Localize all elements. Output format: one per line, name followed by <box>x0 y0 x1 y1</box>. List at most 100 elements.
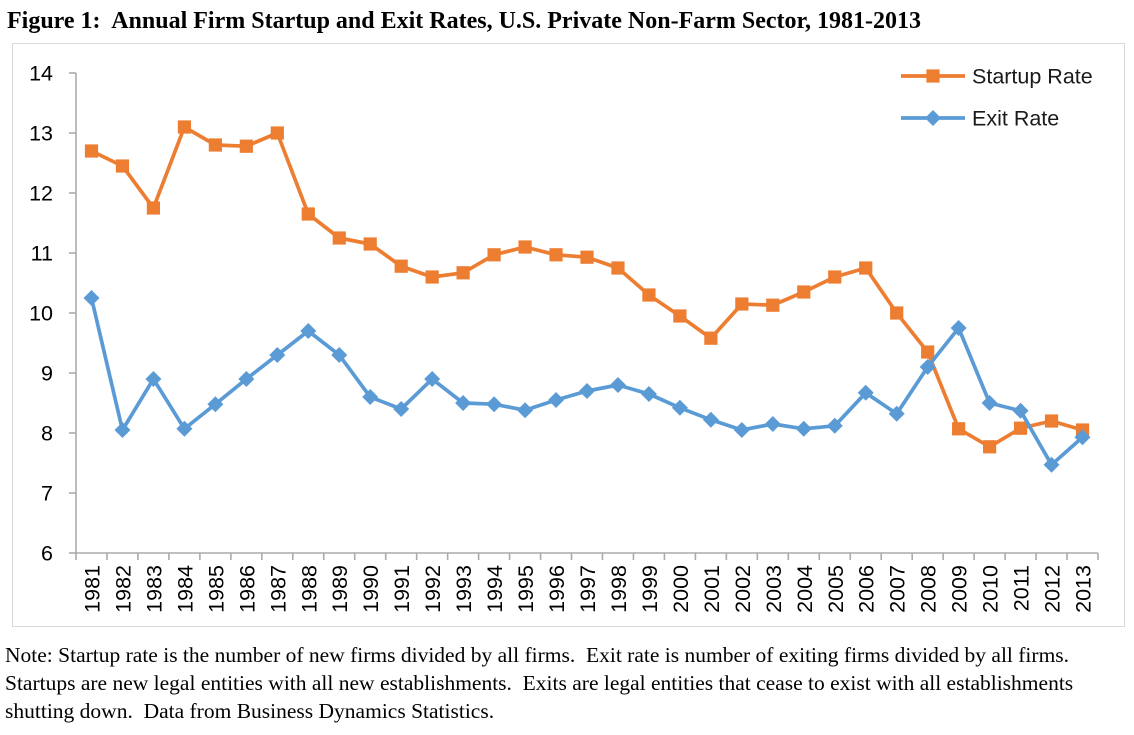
exit-rate-marker <box>640 386 657 402</box>
startup-rate-marker <box>239 139 253 153</box>
legend-label: Startup Rate <box>972 65 1093 89</box>
startup-rate-marker <box>921 345 935 359</box>
x-axis-label: 1993 <box>452 565 476 613</box>
x-axis-label: 2002 <box>731 565 755 613</box>
y-tick-label: 10 <box>29 302 53 326</box>
exit-rate-marker <box>579 383 595 399</box>
exit-rate-marker <box>671 399 688 416</box>
x-axis-label: 1990 <box>359 565 383 613</box>
x-axis-label: 1988 <box>297 565 321 613</box>
startup-rate-marker <box>766 298 780 312</box>
startup-rate-marker <box>301 207 315 221</box>
startup-rate-marker <box>177 120 191 134</box>
startup-rate-marker <box>115 159 130 173</box>
x-axis-label: 2010 <box>979 565 1003 613</box>
x-axis-label: 1986 <box>235 565 259 613</box>
exit-rate-marker <box>981 395 998 411</box>
x-axis-label: 1999 <box>638 565 662 613</box>
exit-rate-marker <box>764 416 781 432</box>
y-tick-label: 12 <box>29 182 53 206</box>
x-axis-label: 1989 <box>328 565 352 613</box>
startup-rate-marker <box>518 240 532 254</box>
exit-rate-marker <box>114 422 131 438</box>
startup-rate-marker <box>673 309 687 323</box>
exit-rate-marker <box>455 395 472 411</box>
startup-rate-marker <box>456 266 470 280</box>
x-axis-label: 2004 <box>793 565 817 613</box>
exit-rate-marker <box>609 377 626 393</box>
exit-rate-marker <box>269 347 286 363</box>
legend-label: Exit Rate <box>972 107 1059 131</box>
startup-rate-marker <box>642 288 656 302</box>
startup-rate-marker <box>983 440 997 454</box>
exit-rate-line <box>89 296 1085 467</box>
x-axis-label: 2009 <box>948 565 972 613</box>
exit-rate-marker <box>207 396 224 413</box>
startup-rate-marker <box>270 126 284 140</box>
x-axis-label: 2012 <box>1041 565 1065 613</box>
startup-rate-marker <box>208 138 222 152</box>
exit-rate-marker <box>486 396 503 413</box>
exit-rate-marker <box>702 411 719 428</box>
startup-rate-marker <box>363 237 377 251</box>
x-axis-label: 1987 <box>266 565 290 613</box>
x-axis-label: 1997 <box>576 565 600 613</box>
y-tick-label: 13 <box>29 122 53 146</box>
exit-rate-marker <box>517 402 534 419</box>
x-axis-label: 2005 <box>824 565 848 613</box>
exit-rate-marker <box>1012 402 1029 419</box>
x-axis-label: 1992 <box>421 565 445 613</box>
startup-rate-marker <box>890 306 904 320</box>
exit-rate-marker <box>393 401 410 417</box>
exit-rate-marker <box>331 347 348 363</box>
x-axis-label: 1982 <box>111 565 135 613</box>
startup-rate-marker <box>1044 414 1059 428</box>
figure-note: Note: Startup rate is the number of new … <box>5 643 1080 723</box>
exit-rate-marker <box>362 389 379 405</box>
x-axis-label: 1998 <box>607 565 631 613</box>
x-axis-label: 1985 <box>204 565 228 613</box>
exit-rate-marker <box>950 320 967 336</box>
startup-rate-marker <box>859 261 873 275</box>
exit-rate-marker <box>795 420 812 437</box>
exit-rate-marker <box>826 417 843 434</box>
exit-rate-marker <box>857 384 874 401</box>
legend-swatch-square-icon <box>926 69 940 83</box>
x-axis-label: 2006 <box>855 565 879 613</box>
exit-rate-marker <box>1074 429 1091 446</box>
startup-rate-marker <box>425 270 439 284</box>
x-axis-label: 1996 <box>545 565 569 613</box>
startup-rate-marker <box>735 297 749 311</box>
x-axis-label: 2001 <box>700 565 724 613</box>
x-axis-label: 1991 <box>390 565 414 613</box>
exit-rate-marker <box>145 371 162 387</box>
startup-rate-marker <box>797 285 811 299</box>
x-axis-label: 2008 <box>917 565 941 613</box>
exit-rate-marker <box>300 323 317 339</box>
y-tick-label: 11 <box>31 242 53 266</box>
startup-rate-marker <box>332 231 346 245</box>
y-tick-label: 7 <box>41 482 53 506</box>
exit-rate-marker <box>238 371 255 387</box>
x-axis-label: 2003 <box>762 565 786 613</box>
x-axis-label: 1994 <box>483 565 507 613</box>
startup-rate-marker <box>952 422 966 436</box>
startup-rate-marker <box>611 261 625 275</box>
exit-rate-marker <box>424 371 441 387</box>
chart-plot-area: 6 7 8 9 10 11 12 13 14 1981 1982 1983 1984 1985 1986 19… <box>12 43 1125 627</box>
y-tick-label: 9 <box>41 362 53 386</box>
startup-rate-marker <box>146 201 161 215</box>
exit-rate-marker <box>548 392 565 408</box>
startup-rate-marker <box>84 144 99 158</box>
exit-rate-marker <box>176 420 193 437</box>
legend-swatch-diamond-icon <box>925 110 941 126</box>
startup-rate-marker <box>828 270 842 284</box>
startup-rate-marker <box>487 248 501 262</box>
startup-rate-marker <box>1013 421 1028 435</box>
y-tick-label: 14 <box>29 62 53 86</box>
y-tick-label: 6 <box>41 542 53 566</box>
exit-rate-marker <box>888 405 905 422</box>
exit-rate-marker <box>919 359 936 375</box>
x-axis-label: 1981 <box>80 565 104 613</box>
